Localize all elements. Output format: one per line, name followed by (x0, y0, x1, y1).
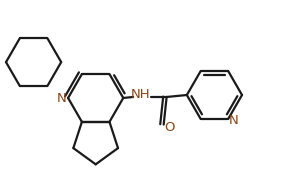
Text: N: N (56, 92, 66, 105)
Text: N: N (228, 114, 238, 127)
Text: O: O (164, 121, 175, 134)
Text: NH: NH (131, 87, 151, 100)
